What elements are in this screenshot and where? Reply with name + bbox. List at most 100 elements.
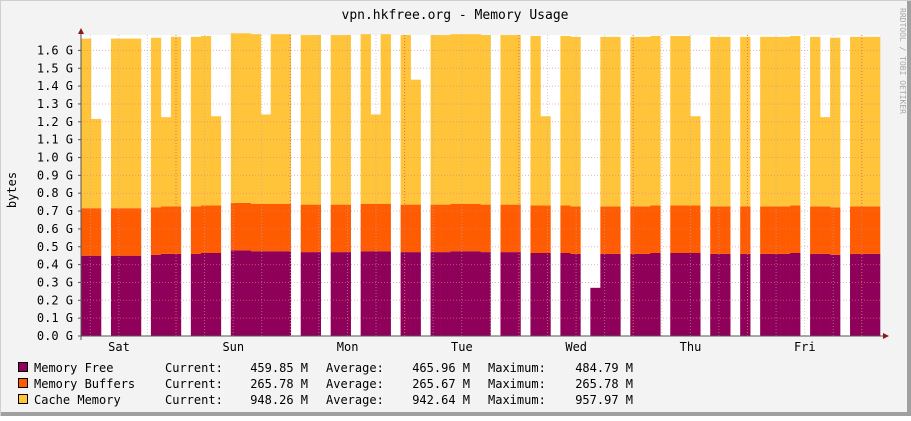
area-memory-buffers	[470, 203, 481, 252]
area-cache-memory	[190, 36, 202, 207]
area-cache-memory	[110, 38, 122, 209]
area-memory-free	[270, 251, 282, 336]
area-memory-buffers	[440, 204, 451, 253]
area-memory-free	[670, 253, 681, 336]
legend-maximum-label: Maximum:	[488, 377, 546, 391]
area-cache-memory	[440, 35, 451, 205]
area-memory-free	[310, 252, 321, 336]
area-cache-memory	[300, 35, 312, 205]
area-memory-buffers	[560, 205, 571, 253]
watermark: RRDTOOL / TOBI OETIKER	[898, 8, 907, 114]
area-memory-free	[120, 255, 132, 337]
area-cache-memory	[780, 36, 791, 207]
area-cache-memory	[540, 116, 551, 206]
area-memory-buffers	[230, 202, 242, 251]
area-memory-buffers	[810, 206, 821, 254]
x-axis-arrow	[883, 333, 889, 339]
area-memory-buffers	[870, 206, 881, 254]
area-memory-free	[81, 255, 92, 337]
area-cache-memory	[720, 36, 731, 207]
legend-swatch	[18, 394, 28, 404]
area-memory-free	[710, 253, 721, 336]
area-cache-memory	[810, 36, 821, 207]
area-cache-memory	[710, 36, 721, 207]
series-areas	[81, 33, 881, 337]
area-cache-memory	[630, 36, 641, 207]
area-cache-memory	[500, 35, 511, 205]
legend-current-label: Current:	[165, 393, 223, 407]
area-cache-memory	[360, 34, 371, 204]
legend-label: Cache Memory	[34, 393, 121, 407]
area-cache-memory	[310, 35, 321, 205]
area-memory-buffers	[360, 203, 371, 252]
area-memory-free	[260, 251, 272, 336]
area-memory-free	[230, 250, 242, 336]
area-memory-buffers	[81, 208, 92, 256]
area-memory-buffers	[380, 203, 391, 252]
y-axis-arrow	[78, 28, 84, 34]
area-memory-buffers	[720, 206, 731, 254]
y-tick-label: 0.3 G	[37, 275, 73, 289]
y-tick-label: 0.2 G	[37, 293, 73, 307]
grid	[81, 35, 880, 336]
area-memory-buffers	[830, 207, 841, 255]
area-memory-buffers	[190, 206, 202, 254]
area-memory-free	[150, 254, 162, 336]
area-memory-free	[760, 253, 771, 336]
area-cache-memory	[90, 118, 102, 209]
area-memory-buffers	[200, 205, 212, 253]
area-memory-buffers	[600, 206, 611, 254]
area-memory-buffers	[610, 206, 621, 254]
area-memory-buffers	[160, 206, 172, 254]
area-memory-free	[680, 253, 691, 336]
area-memory-buffers	[410, 204, 421, 253]
area-cache-memory	[200, 35, 212, 206]
area-cache-memory	[830, 37, 841, 208]
x-tick-label: Thu	[680, 340, 702, 354]
area-cache-memory	[560, 35, 571, 206]
area-memory-buffers	[270, 203, 282, 252]
area-memory-buffers	[210, 205, 222, 253]
legend: Memory Free Current: 459.85 M Average: 465.9…	[18, 361, 633, 407]
area-cache-memory	[260, 114, 272, 204]
area-cache-memory	[790, 35, 801, 206]
legend-average-value: 465.96 M	[412, 361, 470, 375]
area-cache-memory	[860, 36, 871, 207]
area-cache-memory	[330, 35, 341, 205]
area-memory-free	[500, 252, 511, 336]
area-memory-buffers	[150, 207, 162, 255]
area-memory-free	[810, 253, 821, 336]
y-tick-label: 0.1 G	[37, 311, 73, 325]
legend-current-value: 459.85 M	[250, 361, 308, 375]
x-tick-label: Sun	[222, 340, 244, 354]
area-memory-free	[240, 250, 252, 336]
area-memory-free	[510, 252, 521, 336]
area-memory-buffers	[510, 204, 521, 253]
chart-title: vpn.hkfree.org - Memory Usage	[342, 8, 569, 23]
area-cache-memory	[870, 36, 881, 207]
area-memory-buffers	[480, 204, 491, 253]
area-cache-memory	[170, 36, 182, 207]
area-memory-free	[610, 253, 621, 336]
area-memory-buffers	[630, 206, 641, 254]
area-memory-buffers	[90, 208, 102, 256]
area-cache-memory	[450, 34, 461, 204]
x-tick-label: Mon	[337, 340, 359, 354]
area-cache-memory	[160, 117, 172, 207]
y-axis-label: bytes	[5, 172, 19, 208]
y-tick-label: 0.0 G	[37, 329, 73, 343]
area-memory-buffers	[760, 206, 771, 254]
area-memory-free	[460, 251, 471, 336]
legend-average-value: 265.67 M	[412, 377, 470, 391]
area-memory-buffers	[110, 208, 122, 256]
y-tick-label: 1.4 G	[37, 79, 73, 93]
area-cache-memory	[740, 36, 751, 207]
area-memory-free	[820, 253, 831, 336]
area-cache-memory	[240, 33, 252, 203]
y-tick-label: 0.6 G	[37, 222, 73, 236]
area-cache-memory	[570, 36, 581, 207]
area-memory-free	[380, 251, 391, 336]
area-memory-buffers	[650, 205, 661, 253]
